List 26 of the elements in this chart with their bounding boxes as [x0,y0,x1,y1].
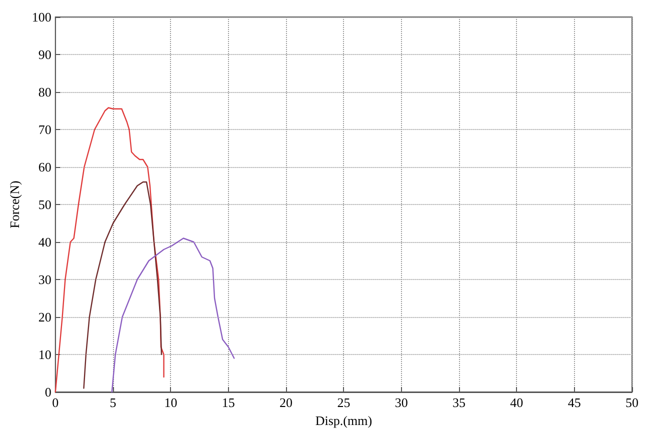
x-tick-label: 25 [337,395,350,410]
y-tick-label: 30 [38,272,52,287]
x-tick-label: 5 [110,395,116,410]
line-series [111,238,235,393]
x-tick-label: 50 [626,395,638,410]
x-tick-label: 10 [164,395,178,410]
y-tick-label: 40 [38,234,52,250]
x-tick-label: 35 [452,395,466,410]
y-tick-label: 50 [38,197,52,212]
line-series [54,107,164,393]
y-tick-label: 80 [38,84,52,100]
line-series [83,181,162,389]
x-tick-label: 40 [510,395,524,410]
y-axis-title: Force(N) [7,180,22,228]
y-tick-label: 0 [44,384,52,400]
y-tick-label: 90 [38,47,52,62]
y-tick-label: 60 [38,160,52,174]
y-tick-label: 20 [38,310,52,324]
x-axis-title: Disp.(mm) [315,413,372,428]
y-tick-label: 70 [38,122,52,137]
x-tick-label: 20 [280,395,293,410]
x-tick-label: 45 [568,395,581,410]
x-tick-label: 30 [394,395,408,410]
y-tick-label: 10 [38,347,52,362]
x-tick-label: 15 [222,395,235,410]
y-tick-label: 100 [32,10,52,24]
